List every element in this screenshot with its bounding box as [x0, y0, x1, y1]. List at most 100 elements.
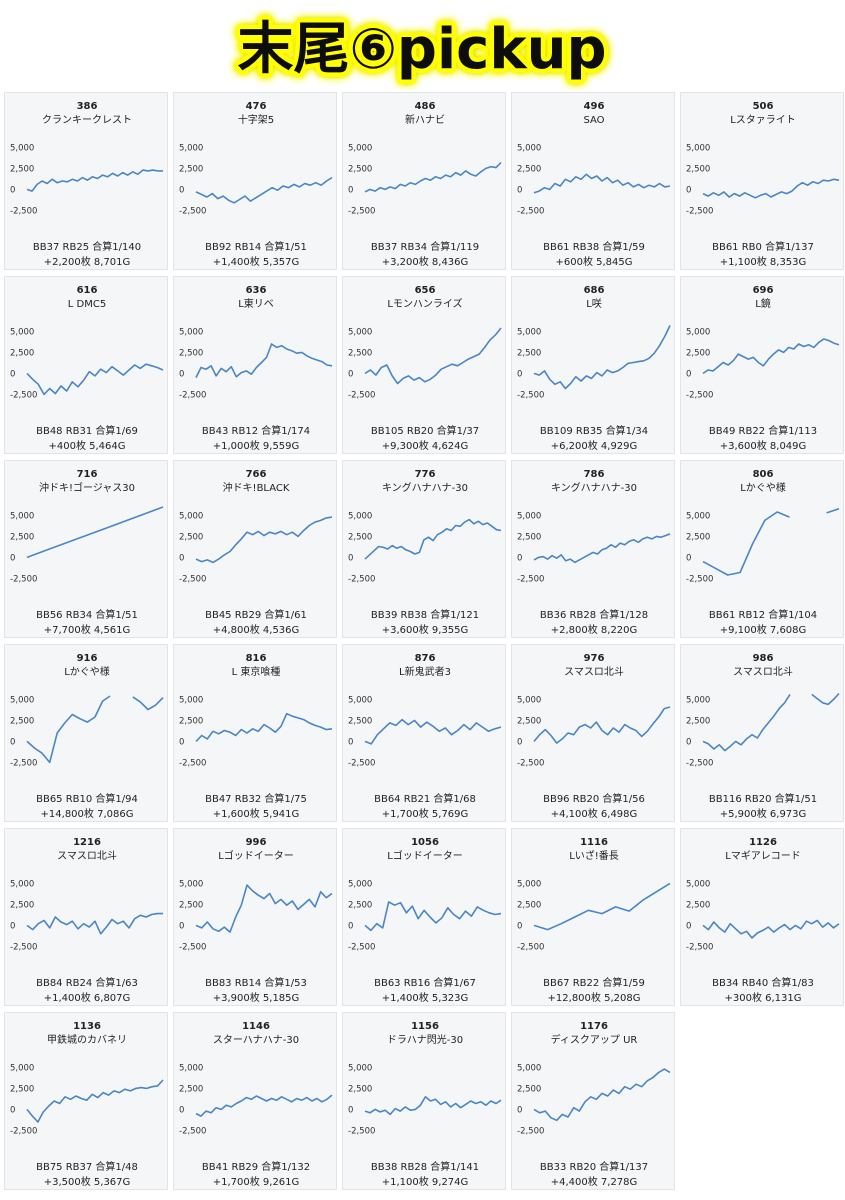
bonus-stats: BB83 RB14 合算1/53: [205, 976, 307, 989]
chart-panel: 876 L新鬼武者3 5,000 2,500 0 -2,500 BB64 RB21 合算1/…: [342, 644, 506, 822]
bonus-stats: BB75 RB37 合算1/48: [36, 1160, 138, 1173]
y-tick-label: 0: [348, 185, 353, 195]
y-tick-label: 0: [10, 553, 15, 563]
series-line: [533, 882, 671, 931]
series-line: [195, 176, 333, 204]
chart-panel: 716 沖ドキ!ゴージャス30 5,000 2,500 0 -2,500 BB56 RB34…: [4, 460, 168, 638]
bonus-stats: BB61 RB12 合算1/104: [709, 608, 817, 621]
result-summary: +4,800枚 4,536G: [213, 623, 300, 636]
y-tick-label: 0: [179, 185, 184, 195]
series-line: [364, 327, 502, 385]
series-line: [26, 695, 111, 764]
bonus-stats: BB38 RB28 合算1/141: [371, 1160, 479, 1173]
bonus-stats: BB61 RB38 合算1/59: [543, 240, 645, 253]
y-tick-label: 2,500: [686, 532, 710, 542]
machine-number: 696: [753, 285, 774, 296]
machine-title: L 東京喰種: [232, 665, 281, 678]
y-tick-label: 5,000: [348, 879, 372, 889]
machine-title: L新鬼武者3: [399, 665, 451, 678]
y-tick-label: -2,500: [179, 758, 206, 768]
y-tick-label: -2,500: [348, 574, 375, 584]
series-line: [26, 1079, 164, 1123]
machine-title: ディスクアップ UR: [551, 1033, 638, 1046]
result-summary: +1,400枚 6,807G: [44, 991, 131, 1004]
chart-panel: 506 Lスタァライト 5,000 2,500 0 -2,500 BB61 RB0 合算1/…: [680, 92, 844, 270]
machine-number: 776: [415, 469, 436, 480]
machine-title: スマスロ北斗: [733, 666, 793, 678]
y-tick-label: 0: [517, 1105, 522, 1115]
chart-panel: 996 Lゴッドイーター 5,000 2,500 0 -2,500 BB83 RB14 合算…: [173, 828, 337, 1006]
machine-number: 766: [246, 469, 267, 480]
series-line: [26, 912, 163, 935]
machine-number: 1056: [411, 837, 439, 848]
machine-title: Lかぐや様: [64, 665, 110, 678]
y-tick-label: 2,500: [10, 716, 34, 726]
bonus-stats: BB116 RB20 合算1/51: [709, 792, 817, 805]
y-tick-label: 2,500: [10, 1084, 34, 1094]
chart-svg: 496 SAO 5,000 2,500 0 -2,500 BB61 RB38 合算1/59 +…: [517, 101, 671, 268]
y-tick-label: -2,500: [179, 390, 206, 400]
bonus-stats: BB37 RB25 合算1/140: [33, 240, 141, 253]
y-tick-label: 2,500: [517, 1084, 541, 1094]
chart-svg: 986 スマスロ北斗 5,000 2,500 0 -2,500 BB116 RB20 合算1…: [686, 653, 840, 820]
result-summary: +5,900枚 6,973G: [720, 807, 807, 820]
chart-svg: 1146 スターハナハナ-30 5,000 2,500 0 -2,500 BB41 RB29…: [179, 1021, 333, 1188]
y-tick-label: 5,000: [517, 879, 541, 889]
y-tick-label: 0: [686, 185, 691, 195]
machine-number: 876: [415, 653, 436, 664]
machine-title: Lスタァライト: [730, 114, 796, 126]
bonus-stats: BB47 RB32 合算1/75: [205, 792, 307, 805]
machine-number: 496: [584, 101, 605, 112]
y-tick-label: -2,500: [179, 942, 206, 952]
chart-panel: 1116 Lいざ!番長 5,000 2,500 0 -2,500 BB67 RB22 合算1…: [511, 828, 675, 1006]
y-tick-label: -2,500: [348, 1126, 375, 1136]
series-line: [533, 706, 671, 744]
result-summary: +4,100枚 6,498G: [551, 807, 638, 820]
result-summary: +3,600枚 8,049G: [720, 439, 807, 452]
result-summary: +3,500枚 5,367G: [44, 1175, 131, 1188]
y-tick-label: 0: [10, 737, 15, 747]
result-summary: +1,600枚 5,941G: [213, 807, 300, 820]
y-tick-label: 2,500: [517, 900, 541, 910]
y-tick-label: 2,500: [179, 348, 203, 358]
y-tick-label: 0: [10, 1105, 15, 1115]
bonus-stats: BB34 RB40 合算1/83: [712, 976, 814, 989]
chart-panel: 816 L 東京喰種 5,000 2,500 0 -2,500 BB47 RB32 合算1/…: [173, 644, 337, 822]
y-tick-label: 0: [179, 737, 184, 747]
result-summary: +3,600枚 9,355G: [382, 623, 469, 636]
series-line: [533, 1068, 671, 1122]
series-line: [702, 511, 790, 576]
machine-number: 996: [246, 837, 267, 848]
bonus-stats: BB105 RB20 合算1/37: [371, 424, 479, 437]
machine-title: キングハナハナ-30: [551, 481, 637, 494]
series-line: [195, 884, 333, 933]
result-summary: +2,800枚 8,220G: [551, 623, 638, 636]
y-tick-label: 0: [348, 921, 353, 931]
series-line: [195, 712, 333, 742]
y-tick-label: 5,000: [10, 879, 34, 889]
y-tick-label: 0: [517, 185, 522, 195]
result-summary: +3,200枚 8,436G: [382, 255, 469, 268]
y-tick-label: -2,500: [686, 206, 713, 216]
y-tick-label: 5,000: [517, 695, 541, 705]
y-tick-label: 2,500: [348, 900, 372, 910]
chart-svg: 976 スマスロ北斗 5,000 2,500 0 -2,500 BB96 RB20 合算1/…: [517, 653, 671, 820]
machine-title: Lゴッドイーター: [218, 849, 294, 862]
y-tick-label: -2,500: [10, 1126, 37, 1136]
y-tick-label: 0: [517, 553, 522, 563]
chart-panel: 1146 スターハナハナ-30 5,000 2,500 0 -2,500 BB41 RB29…: [173, 1012, 337, 1190]
y-tick-label: 5,000: [348, 327, 372, 337]
y-tick-label: -2,500: [517, 758, 544, 768]
bonus-stats: BB43 RB12 合算1/174: [202, 424, 310, 437]
y-tick-label: -2,500: [348, 390, 375, 400]
y-tick-label: 5,000: [179, 695, 203, 705]
chart-panel: 1216 スマスロ北斗 5,000 2,500 0 -2,500 BB84 RB24 合算1…: [4, 828, 168, 1006]
y-tick-label: -2,500: [348, 206, 375, 216]
chart-panel: 986 スマスロ北斗 5,000 2,500 0 -2,500 BB116 RB20 合算1…: [680, 644, 844, 822]
